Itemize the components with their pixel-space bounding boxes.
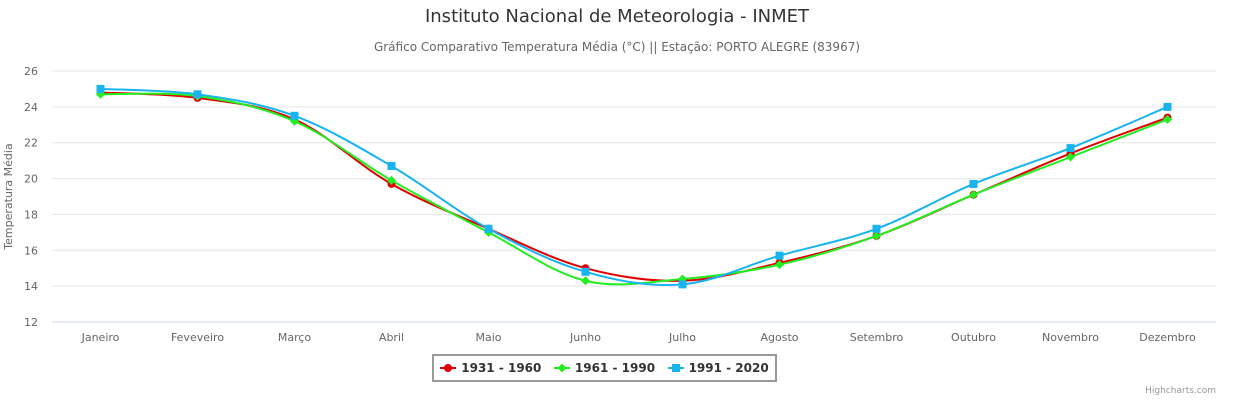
data-point (1163, 102, 1172, 111)
x-tick-label: Janeiro (81, 331, 120, 344)
data-point (484, 224, 493, 233)
legend-label: 1961 - 1990 (574, 361, 656, 375)
x-tick-label: Março (278, 331, 312, 344)
chart-subtitle: Gráfico Comparativo Temperatura Média (°… (373, 40, 861, 54)
diamond-marker-icon (553, 363, 570, 373)
data-point (387, 162, 396, 171)
y-tick-label: 12 (24, 316, 38, 329)
legend-label: 1991 - 2020 (688, 361, 769, 375)
data-point (775, 260, 784, 270)
x-tick-label: Junho (569, 331, 601, 344)
x-tick-label: Novembro (1042, 331, 1099, 344)
y-tick-label: 22 (24, 137, 38, 150)
x-tick-label: Maio (475, 331, 501, 344)
y-tick-label: 20 (24, 173, 38, 186)
data-point (193, 90, 202, 99)
series-line-0 (100, 91, 1168, 282)
legend-item-0[interactable]: 1931 - 1960 (440, 361, 541, 375)
data-point (290, 111, 299, 120)
data-point (387, 175, 396, 185)
square-marker-icon (667, 364, 684, 372)
chart-title: Instituto Nacional de Meteorologia - INM… (424, 6, 810, 27)
legend-item-1[interactable]: 1961 - 1990 (553, 361, 656, 375)
data-point (969, 179, 978, 188)
data-point (969, 190, 978, 200)
y-tick-label: 16 (24, 244, 38, 257)
x-tick-label: Setembro (850, 331, 904, 344)
x-tick-label: Julho (668, 331, 696, 344)
x-tick-label: Agosto (760, 331, 798, 344)
credits-link[interactable]: Highcharts.com (1145, 386, 1216, 396)
y-tick-label: 18 (24, 208, 38, 221)
y-tick-label: 26 (24, 65, 38, 78)
data-point (872, 231, 881, 241)
legend-item-2[interactable]: 1991 - 2020 (667, 361, 769, 375)
series-line-1 (100, 92, 1168, 286)
y-tick-label: 14 (24, 280, 38, 293)
x-tick-label: Outubro (951, 331, 996, 344)
data-point (678, 280, 687, 289)
legend-label: 1931 - 1960 (461, 361, 542, 375)
y-tick-label: 24 (24, 101, 38, 114)
y-axis-label: Temperatura Média (2, 143, 15, 250)
legend: 1931 - 1960 1961 - 1990 1991 - 2020 (432, 354, 777, 382)
data-point (96, 84, 105, 93)
series-line-2 (100, 87, 1168, 287)
x-tick-label: Abril (379, 331, 404, 344)
data-point (581, 276, 590, 286)
data-point (775, 251, 784, 260)
x-tick-label: Dezembro (1139, 331, 1196, 344)
data-point (1066, 152, 1075, 162)
line-chart: 12 14 16 18 20 22 24 26 Janeiro Feveveiro Março Abr… (2, 65, 1216, 344)
data-point (581, 267, 590, 276)
data-point (1163, 114, 1172, 124)
x-tick-label: Feveveiro (171, 331, 224, 344)
data-point (1066, 144, 1075, 153)
data-point (872, 224, 881, 233)
circle-marker-icon (440, 364, 457, 372)
